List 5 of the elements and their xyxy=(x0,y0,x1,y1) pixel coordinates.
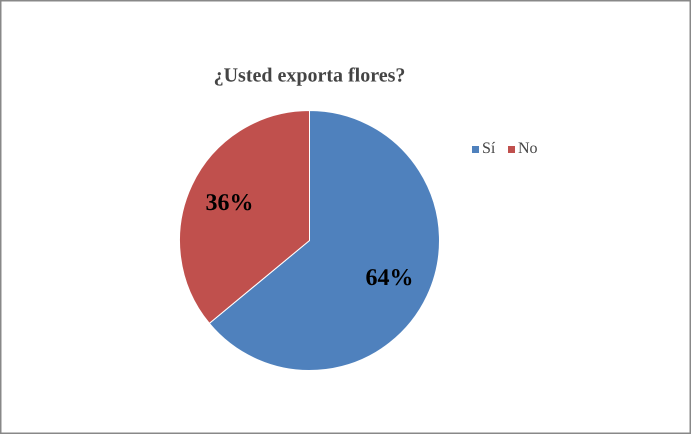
chart-title: ¿Usted exporta flores? xyxy=(214,64,406,86)
legend-label: Sí xyxy=(482,140,496,158)
data-label: 36% xyxy=(206,190,254,216)
data-label: 64% xyxy=(365,265,414,292)
legend-label: No xyxy=(518,140,538,158)
